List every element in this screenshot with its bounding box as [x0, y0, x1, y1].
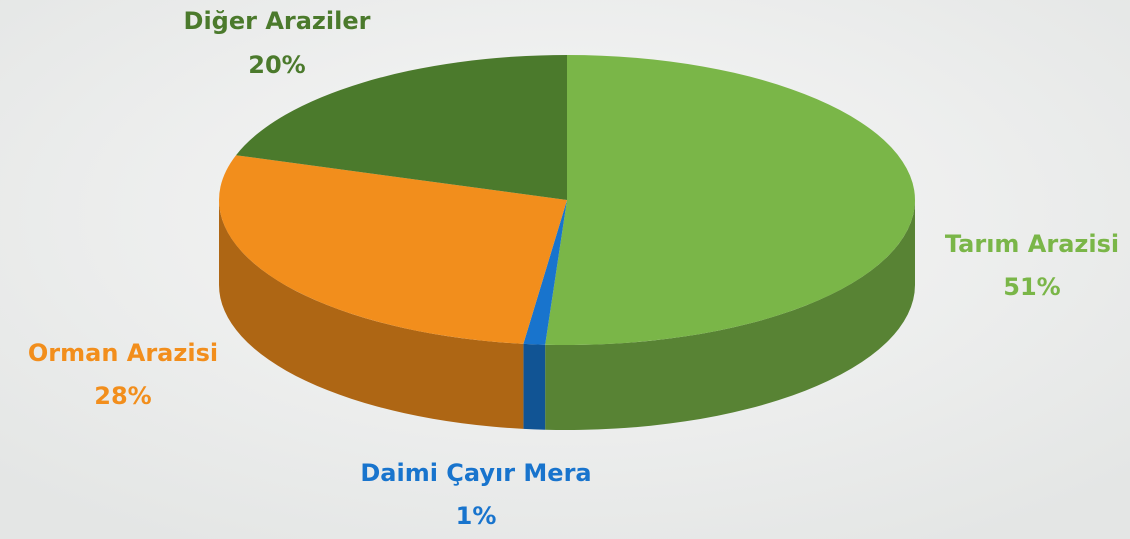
slice: [236, 55, 567, 200]
slice-value: 51%: [1003, 273, 1060, 301]
slice-value: 20%: [248, 51, 305, 79]
slice-side: [219, 200, 524, 429]
slice-value: 1%: [456, 502, 497, 530]
slice-side: [545, 200, 915, 430]
slice: [545, 55, 916, 345]
slice: [523, 200, 567, 345]
slice: [218, 155, 567, 344]
slice-label: Diğer Araziler: [184, 7, 371, 35]
slice-label: Tarım Arazisi: [945, 230, 1119, 258]
slice-side: [523, 343, 546, 430]
slice-value: 28%: [94, 382, 151, 410]
slice-label: Daimi Çayır Mera: [360, 459, 591, 487]
slice-label: Orman Arazisi: [28, 339, 218, 367]
